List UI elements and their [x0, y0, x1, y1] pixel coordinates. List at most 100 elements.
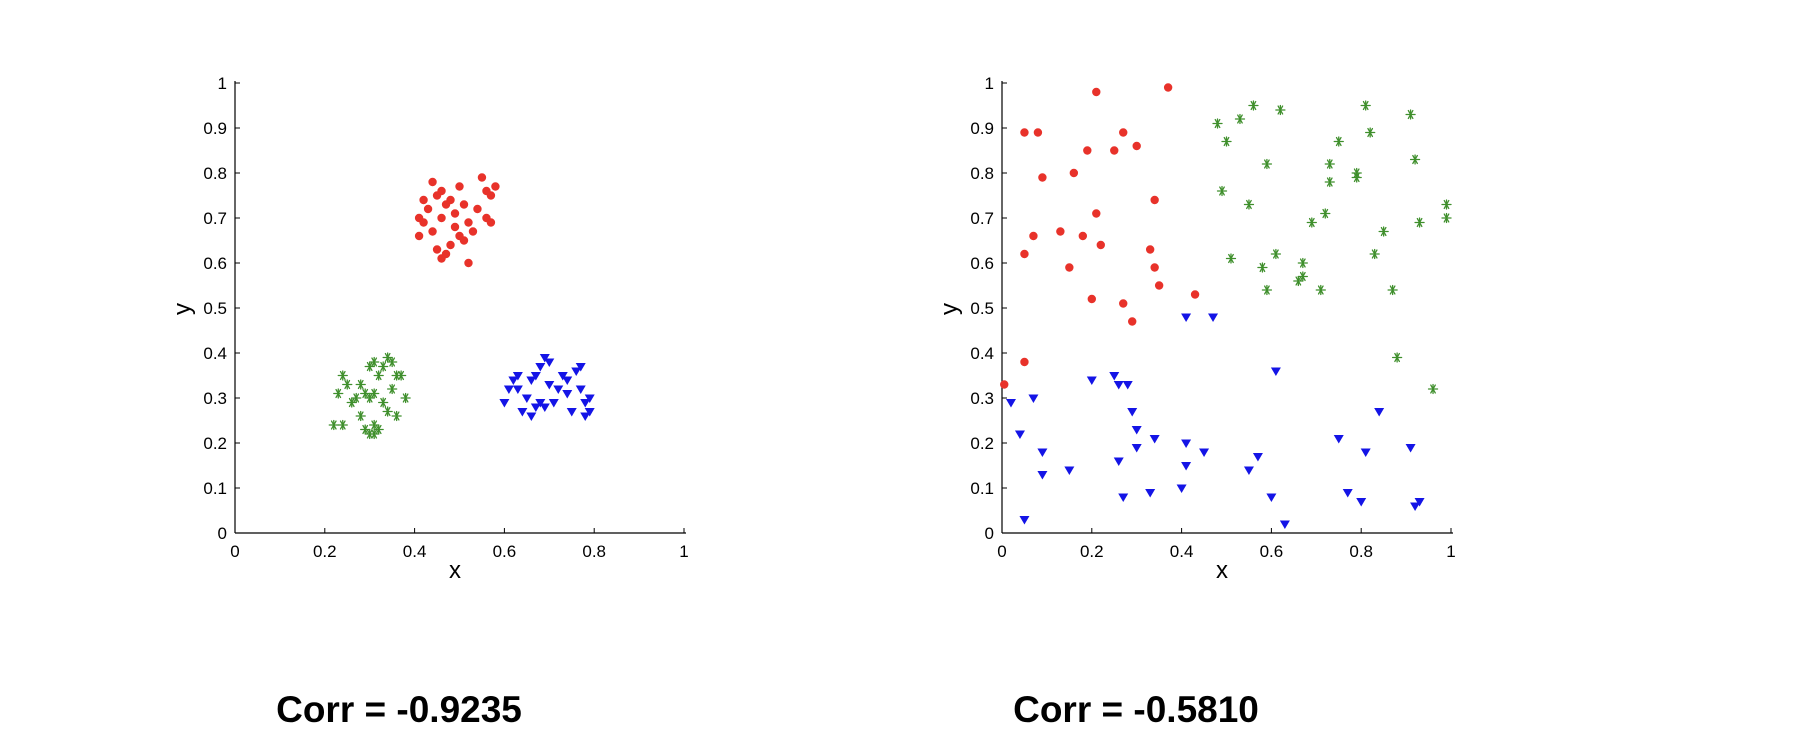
- data-point-asterisk-green: [1441, 212, 1452, 224]
- data-point-asterisk-green: [1369, 248, 1380, 260]
- data-point-triangle-blue: [584, 394, 595, 403]
- data-point-triangle-blue: [562, 390, 573, 399]
- data-point-triangle-blue: [1122, 381, 1133, 390]
- data-point-asterisk-green: [378, 361, 389, 372]
- data-point-circle-red: [432, 245, 442, 254]
- data-point-asterisk-green: [355, 379, 366, 390]
- data-point-triangle-blue: [530, 372, 541, 381]
- data-point-triangle-blue: [535, 399, 546, 408]
- data-point-asterisk-green: [333, 388, 344, 399]
- data-point-circle-red: [1000, 380, 1009, 389]
- data-point-asterisk-green: [1391, 352, 1403, 363]
- data-point-circle-red: [428, 227, 437, 236]
- y-tick-label: 0.5: [970, 299, 994, 318]
- data-point-circle-red: [1056, 227, 1065, 236]
- data-point-triangle-blue: [1333, 435, 1344, 444]
- data-point-triangle-blue: [512, 385, 523, 394]
- data-point-asterisk-green: [1257, 262, 1268, 273]
- data-point-circle-red: [1029, 231, 1038, 241]
- y-tick-label: 1: [985, 74, 994, 93]
- x-tick-label: 0: [997, 542, 1006, 561]
- markers-right: [1000, 83, 1452, 529]
- y-tick-label: 0.1: [970, 479, 994, 498]
- data-point-asterisk-green: [1270, 248, 1282, 260]
- data-point-asterisk-green: [1351, 167, 1362, 179]
- data-point-triangle-blue: [548, 399, 559, 408]
- data-point-circle-red: [468, 227, 478, 236]
- data-point-circle-red: [1110, 146, 1119, 155]
- data-point-triangle-blue: [539, 403, 550, 412]
- y-tick-label: 0.4: [203, 344, 227, 363]
- data-point-asterisk-green: [351, 392, 362, 404]
- x-tick-label: 0.8: [1349, 542, 1373, 561]
- data-point-triangle-blue: [1360, 448, 1371, 457]
- data-point-asterisk-green: [378, 397, 389, 408]
- data-point-circle-red: [1096, 240, 1105, 250]
- data-point-asterisk-green: [1427, 383, 1439, 395]
- y-tick-label: 0.5: [203, 299, 227, 318]
- data-point-circle-red: [1078, 231, 1088, 241]
- x-tick-label: 0.8: [582, 542, 606, 561]
- data-point-circle-red: [1092, 87, 1101, 97]
- data-point-asterisk-green: [1216, 185, 1228, 197]
- data-point-circle-red: [1092, 209, 1101, 218]
- data-point-asterisk-green: [369, 419, 380, 431]
- data-point-triangle-blue: [1037, 471, 1048, 480]
- data-point-triangle-blue: [1149, 435, 1160, 444]
- data-point-triangle-blue: [1127, 408, 1138, 417]
- data-point-triangle-blue: [1028, 394, 1039, 403]
- data-point-circle-red: [1150, 263, 1159, 272]
- data-point-triangle-blue: [1014, 430, 1025, 439]
- data-point-asterisk-green: [355, 410, 366, 422]
- data-point-triangle-blue: [1405, 444, 1416, 453]
- correlation-caption-left: Corr = -0.9235: [276, 689, 522, 730]
- data-point-triangle-blue: [1037, 448, 1048, 457]
- data-point-asterisk-green: [1306, 217, 1317, 228]
- data-point-triangle-blue: [526, 412, 537, 421]
- data-point-triangle-blue: [512, 372, 523, 381]
- axes-left: 0 0.2 0.4 0.6 0.8 1 0 0.1 0.2 0.3 0.4 0.5 0.6 0.7 0.8 0…: [203, 74, 688, 561]
- data-point-asterisk-green: [386, 356, 398, 368]
- data-point-asterisk-green: [1225, 253, 1237, 264]
- y-tick-label: 0.8: [203, 164, 227, 183]
- y-tick-label: 0.9: [970, 119, 994, 138]
- data-point-asterisk-green: [1414, 217, 1425, 228]
- data-point-circle-red: [1132, 141, 1141, 151]
- y-tick-label: 0.9: [203, 119, 227, 138]
- data-point-asterisk-green: [1297, 257, 1308, 269]
- data-point-circle-red: [455, 182, 464, 191]
- data-point-circle-red: [477, 173, 487, 182]
- data-point-triangle-blue: [535, 363, 546, 372]
- data-point-triangle-blue: [1279, 520, 1290, 529]
- data-point-triangle-blue: [539, 354, 550, 363]
- data-point-asterisk-green: [1275, 104, 1286, 116]
- data-point-triangle-blue: [562, 376, 573, 385]
- data-point-circle-red: [1087, 294, 1097, 304]
- data-point-triangle-blue: [1176, 484, 1187, 493]
- data-point-triangle-blue: [1005, 399, 1016, 408]
- data-point-circle-red: [455, 231, 464, 241]
- scatter-plot-left: 0 0.2 0.4 0.6 0.8 1 0 0.1 0.2 0.3 0.4 0.5 0.6 0.7 0.8 0…: [169, 74, 689, 730]
- y-tick-label: 0.7: [203, 209, 227, 228]
- scatter-plot-right: 0 0.2 0.4 0.6 0.8 1 0 0.1 0.2 0.3 0.4 0.5 0.6 0.7 0.8 0…: [936, 74, 1456, 730]
- data-point-triangle-blue: [1342, 489, 1353, 498]
- data-point-asterisk-green: [1324, 176, 1335, 188]
- y-tick-label: 0: [985, 524, 994, 543]
- data-point-asterisk-green: [395, 370, 407, 381]
- x-tick-label: 0.4: [403, 542, 427, 561]
- data-point-triangle-blue: [508, 376, 519, 385]
- data-point-triangle-blue: [1266, 493, 1277, 502]
- y-tick-label: 0: [218, 524, 227, 543]
- data-point-triangle-blue: [517, 408, 528, 417]
- x-tick-label: 0.4: [1170, 542, 1194, 561]
- data-point-triangle-blue: [580, 399, 591, 408]
- data-point-circle-red: [450, 209, 460, 218]
- data-point-triangle-blue: [1181, 313, 1192, 322]
- data-point-triangle-blue: [1270, 367, 1281, 376]
- data-point-triangle-blue: [557, 372, 568, 381]
- data-point-circle-red: [1154, 281, 1164, 290]
- y-tick-label: 0.6: [203, 254, 227, 273]
- data-point-asterisk-green: [1365, 127, 1376, 138]
- data-point-asterisk-green: [391, 410, 402, 422]
